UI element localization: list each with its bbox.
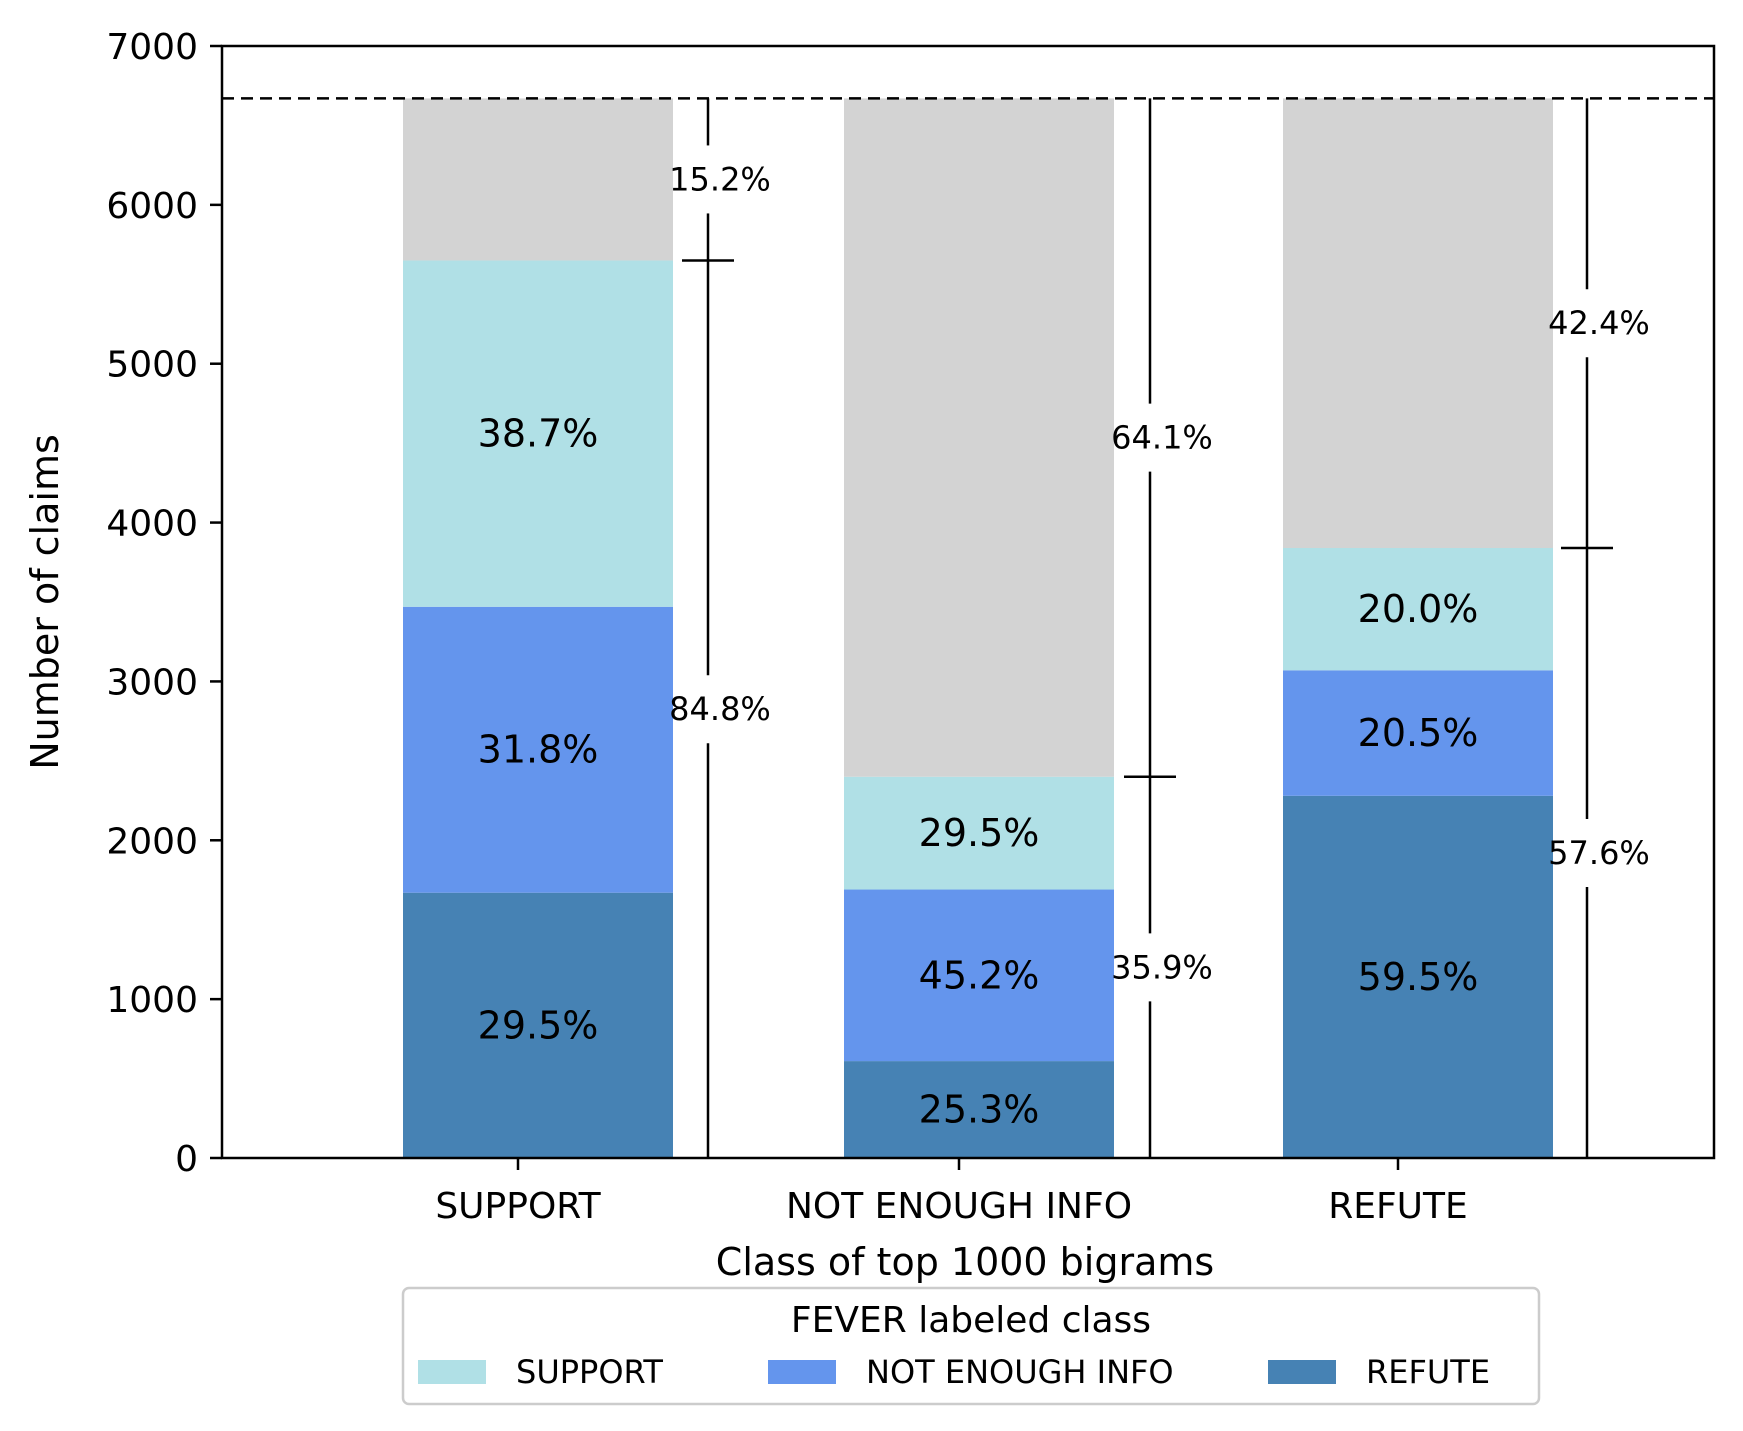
bar-segment [844,1061,1114,1158]
bracket-label-lower: 57.6% [1548,834,1650,872]
bar-value-label: 20.0% [1358,587,1479,631]
y-tick-label: 7000 [106,27,198,68]
bar-value-label: 38.7% [478,412,599,456]
y-axis-title: Number of claims [23,434,67,770]
bar-segment [403,98,673,261]
bars-layer: 29.5% 31.8% 38.7% 25.3% 45.2% 29.5% 59.5% 20.5%… [403,98,1553,1158]
bar-value-label: 29.5% [478,1003,599,1047]
legend-swatch [1268,1360,1336,1384]
y-tick-label: 3000 [106,662,198,703]
bracket-label-lower: 35.9% [1111,948,1213,986]
y-tick-label: 0 [175,1139,198,1180]
bar-segment [844,889,1114,1062]
legend-swatch [418,1360,486,1384]
legend-label: SUPPORT [516,1353,663,1391]
bar-value-label: 29.5% [919,811,1040,855]
bracket-label-lower: 84.8% [669,690,771,728]
bar-segment [1283,98,1553,548]
bracket-label-upper: 42.4% [1548,304,1650,342]
plot-frame [220,44,1716,1160]
legend-entries: SUPPORT NOT ENOUGH INFO REFUTE [418,1353,1490,1391]
legend-frame [401,1286,1541,1406]
bar-value-label: 45.2% [919,953,1040,997]
x-tick-label: REFUTE [1328,1186,1468,1227]
bar-segment [1283,795,1553,1158]
bar-value-label: 31.8% [478,728,599,772]
bar-segment [403,892,673,1158]
legend-swatch [768,1360,836,1384]
bar-segment [1283,547,1553,671]
bar-value-label: 59.5% [1358,955,1479,999]
y-axis: 0 1000 2000 3000 4000 5000 6000 7000 [106,27,222,1180]
bar-segment [844,98,1114,777]
bracket-label-upper: 64.1% [1111,419,1213,457]
x-axis: SUPPORT NOT ENOUGH INFO REFUTE [435,1158,1468,1227]
brackets-layer: 15.2% 84.8% 64.1% 35.9% 42.4% 57.6% [669,98,1650,1158]
bar-segment [844,776,1114,890]
y-tick-label: 2000 [106,821,198,862]
y-tick-label: 4000 [106,504,198,545]
bar-value-label: 20.5% [1358,711,1479,755]
bracket-label-upper: 15.2% [669,160,771,198]
x-tick-label: SUPPORT [435,1186,601,1227]
bar-value-label: 25.3% [919,1088,1040,1132]
y-tick-label: 6000 [106,186,198,227]
legend-label: REFUTE [1366,1353,1490,1391]
bar-segment [403,260,673,607]
bar-segment [1283,670,1553,796]
y-tick-label: 1000 [106,980,198,1021]
legend: FEVER labeled class SUPPORT NOT ENOUGH IN… [401,1286,1541,1406]
legend-label: NOT ENOUGH INFO [866,1353,1174,1391]
bar-segment [403,606,673,893]
x-axis-title: Class of top 1000 bigrams [716,1240,1214,1284]
x-tick-label: NOT ENOUGH INFO [786,1186,1132,1227]
legend-title: FEVER labeled class [791,1300,1151,1341]
y-tick-label: 5000 [106,345,198,386]
